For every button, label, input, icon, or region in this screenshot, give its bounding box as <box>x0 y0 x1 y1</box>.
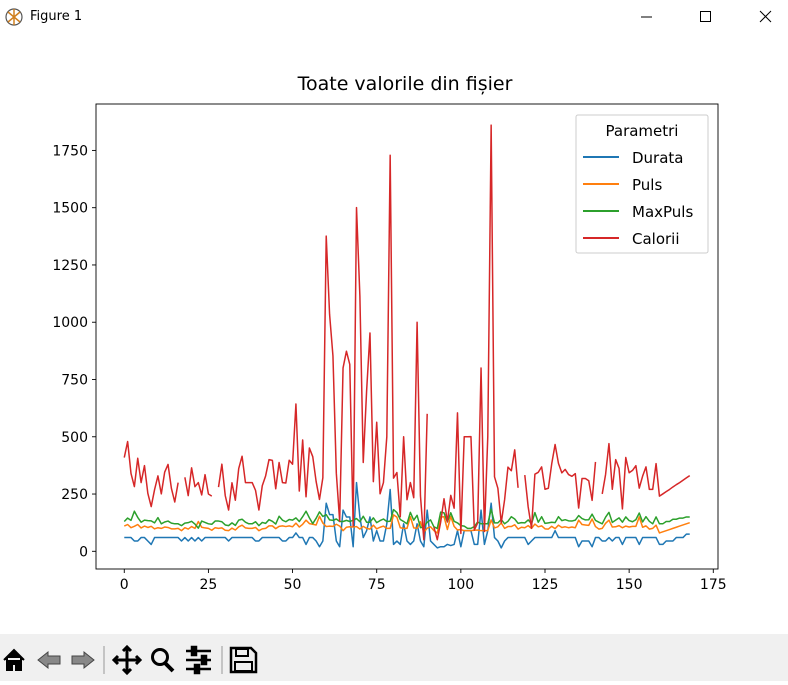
toolbar <box>0 634 788 681</box>
home-button[interactable] <box>3 648 25 671</box>
y-tick-label: 1750 <box>52 143 88 159</box>
line-series <box>123 124 691 541</box>
chart: Toate valorile din fișier 0 25 50 75 100 125 1… <box>52 73 727 593</box>
y-tick-label: 0 <box>79 544 88 560</box>
y-tick-label: 250 <box>61 487 88 503</box>
y-tick-label: 1250 <box>52 258 88 274</box>
y-tick-label: 500 <box>61 430 88 446</box>
chart-title: Toate valorile din fișier <box>297 73 513 95</box>
legend-box <box>575 114 709 254</box>
legend: Parametri Durata Puls MaxPuls Calorii <box>575 114 709 254</box>
back-button[interactable] <box>37 650 61 670</box>
line-series <box>123 514 690 534</box>
y-tick-label: 1500 <box>52 201 88 217</box>
x-tick-label: 25 <box>200 577 218 593</box>
forward-button[interactable] <box>71 650 95 670</box>
close-button[interactable] <box>759 10 772 23</box>
title-bar-icons <box>5 8 772 26</box>
x-tick-label: 175 <box>700 577 727 593</box>
x-tick-label: 50 <box>284 577 302 593</box>
line-series <box>124 481 690 549</box>
window-title: Figure 1 <box>30 9 83 24</box>
app-icon <box>5 8 23 26</box>
toolbar-icons <box>3 644 258 676</box>
x-tick-label: 75 <box>368 577 386 593</box>
x-tick-label: 0 <box>120 577 129 593</box>
title-bar: Figure 1 <box>0 0 788 35</box>
legend-label: Durata <box>632 149 684 167</box>
zoom-button[interactable] <box>151 648 175 673</box>
maximize-button[interactable] <box>700 11 711 22</box>
x-tick-label: 150 <box>616 577 643 593</box>
y-tick-label: 1000 <box>52 315 88 331</box>
legend-title: Parametri <box>606 122 679 140</box>
save-button[interactable] <box>229 646 258 674</box>
axes-frame <box>95 103 719 570</box>
configure-button[interactable] <box>186 645 211 675</box>
legend-label: MaxPuls <box>632 203 693 221</box>
legend-label: Calorii <box>632 230 680 248</box>
x-tick-label: 125 <box>532 577 559 593</box>
pan-button[interactable] <box>111 644 143 676</box>
x-tick-label: 100 <box>447 577 474 593</box>
line-series <box>123 508 690 530</box>
y-tick-label: 750 <box>61 372 88 388</box>
legend-label: Puls <box>632 176 662 194</box>
